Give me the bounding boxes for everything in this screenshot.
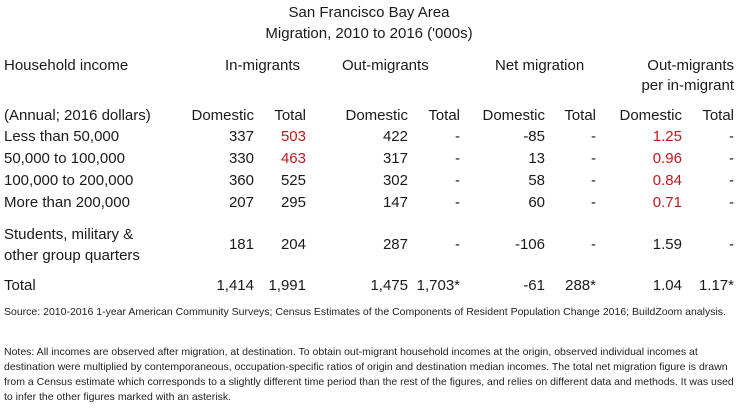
row-1-in-dom: 337 [228,128,254,145]
header-out-per-in-line1: Out-migrants [647,57,734,74]
row-4-in-dom: 207 [228,194,254,211]
row-1-ratio-total: - [729,128,734,145]
students-net-total: - [591,236,596,253]
row-4-in-total: 295 [280,194,306,211]
row-3-in-total: 525 [280,172,306,189]
header-in-migrants: In-migrants [225,57,301,74]
source-note: Source: 2010-2016 1-year American Commun… [4,306,726,318]
header-net-migration: Net migration [495,57,585,74]
row-4-out-total: - [455,194,460,211]
row-2-ratio-total: - [729,150,734,167]
subheader-ratio-domestic: Domestic [619,107,682,124]
row-4-label: More than 200,000 [4,194,130,211]
row-3-out-dom: 302 [382,172,408,189]
row-3-ratio-total: - [729,172,734,189]
row-1-in-total: 503 [280,128,306,145]
row-2-in-total: 463 [280,150,306,167]
row-2-out-total: - [455,150,460,167]
row-2-in-dom: 330 [228,150,254,167]
row-1-out-dom: 422 [382,128,408,145]
row-3-ratio-dom: 0.84 [652,172,682,189]
total-ratio-total: 1.17* [698,277,734,294]
table-title: San Francisco Bay Area [288,4,450,21]
row-2-label: 50,000 to 100,000 [4,150,125,167]
subheader-in-total: Total [274,107,306,124]
header-out-migrants: Out-migrants [342,57,429,74]
subheader-ratio-total: Total [702,107,734,124]
row-4-ratio-dom: 0.71 [652,194,682,211]
total-in-total: 1,991 [268,277,306,294]
row-1-ratio-dom: 1.25 [652,128,682,145]
row-1-label: Less than 50,000 [4,128,120,145]
row-1-out-total: - [455,128,460,145]
row-2-net-dom: 13 [528,150,545,167]
row-3-in-dom: 360 [228,172,254,189]
total-net-domestic: -61 [523,277,545,294]
total-net-total: 288* [565,277,596,294]
students-in-domestic: 181 [228,236,254,253]
subheader-annual: (Annual; 2016 dollars) [4,107,151,124]
row-2-ratio-dom: 0.96 [652,150,682,167]
students-ratio-domestic: 1.59 [652,236,682,253]
subheader-in-domestic: Domestic [191,107,254,124]
row-1-net-dom: -85 [523,128,545,145]
students-label-line1: Students, military & [4,226,134,243]
notes-text: Notes: All incomes are observed after mi… [4,346,734,403]
total-label: Total [4,277,36,294]
total-in-domestic: 1,414 [216,277,254,294]
total-ratio-domestic: 1.04 [652,277,682,294]
row-3-net-total: - [591,172,596,189]
subheader-net-total: Total [564,107,596,124]
row-4-net-dom: 60 [528,194,545,211]
students-ratio-total: - [729,236,734,253]
row-4-out-dom: 147 [382,194,408,211]
subheader-out-domestic: Domestic [345,107,408,124]
row-2-net-total: - [591,150,596,167]
header-household-income: Household income [4,57,129,74]
row-4-net-total: - [591,194,596,211]
subheader-out-total: Total [428,107,460,124]
students-label-line2: other group quarters [4,247,140,264]
total-out-total: 1,703* [416,277,460,294]
total-out-domestic: 1,475 [370,277,408,294]
header-out-per-in-line2: per in-migrant [641,77,734,94]
students-in-total: 204 [280,236,306,253]
students-out-domestic: 287 [382,236,408,253]
row-2-out-dom: 317 [382,150,408,167]
row-1-net-total: - [591,128,596,145]
subheader-net-domestic: Domestic [482,107,545,124]
students-out-total: - [455,236,460,253]
row-4-ratio-total: - [729,194,734,211]
table-subtitle: Migration, 2010 to 2016 ('000s) [265,25,473,42]
row-3-label: 100,000 to 200,000 [4,172,134,189]
students-net-domestic: -106 [514,236,545,253]
row-3-out-total: - [455,172,460,189]
row-3-net-dom: 58 [528,172,545,189]
